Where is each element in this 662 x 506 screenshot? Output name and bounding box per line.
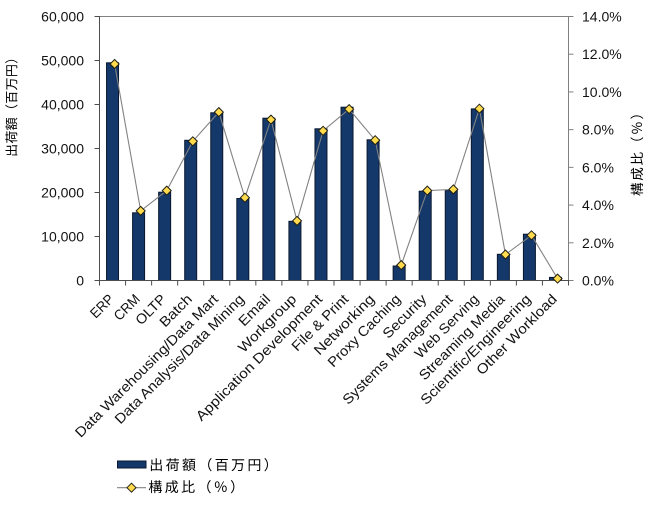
svg-text:30,000: 30,000 bbox=[41, 141, 84, 157]
svg-text:2.0%: 2.0% bbox=[582, 235, 614, 251]
svg-text:0: 0 bbox=[76, 273, 84, 289]
svg-text:6.0%: 6.0% bbox=[582, 159, 614, 175]
svg-text:12.0%: 12.0% bbox=[582, 46, 622, 62]
svg-text:14.0%: 14.0% bbox=[582, 9, 622, 25]
svg-text:0.0%: 0.0% bbox=[582, 273, 614, 289]
svg-text:8.0%: 8.0% bbox=[582, 122, 614, 138]
svg-text:10,000: 10,000 bbox=[41, 229, 84, 245]
svg-text:4.0%: 4.0% bbox=[582, 197, 614, 213]
svg-text:60,000: 60,000 bbox=[41, 9, 84, 25]
svg-text:50,000: 50,000 bbox=[41, 53, 84, 69]
svg-text:10.0%: 10.0% bbox=[582, 84, 622, 100]
svg-text:40,000: 40,000 bbox=[41, 97, 84, 113]
svg-text:20,000: 20,000 bbox=[41, 185, 84, 201]
